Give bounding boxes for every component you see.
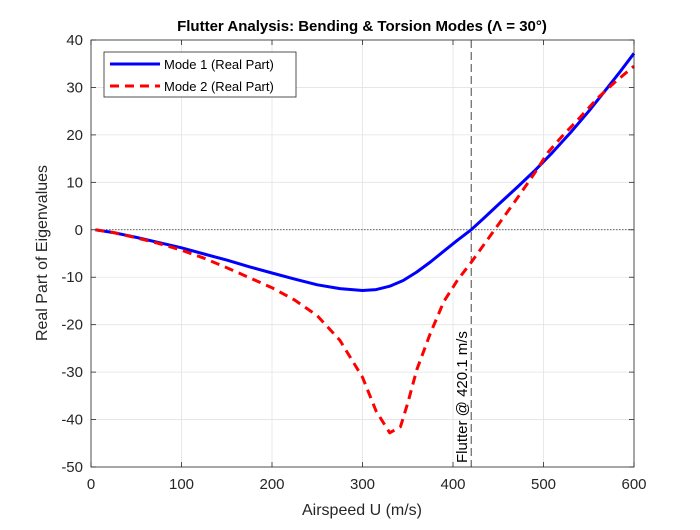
legend-label-mode-2: Mode 2 (Real Part) <box>164 79 274 94</box>
x-tick-label: 500 <box>531 476 556 493</box>
flutter-annotation: Flutter @ 420.1 m/s <box>454 331 471 463</box>
y-tick-label: -40 <box>61 412 83 429</box>
x-tick-label: 100 <box>169 476 194 493</box>
x-tick-label: 300 <box>350 476 375 493</box>
legend: Mode 1 (Real Part) Mode 2 (Real Part) <box>103 51 297 98</box>
y-tick-label: 40 <box>66 32 83 49</box>
legend-box <box>103 51 297 98</box>
y-axis-label: Real Part of Eigenvalues <box>34 165 51 341</box>
x-tick-label: 200 <box>259 476 284 493</box>
x-tick-label: 400 <box>440 476 465 493</box>
tick-layer: 0 100 200 300 400 500 600 -50 -40 -30 -20 -10 0 10 20 3… <box>61 32 646 493</box>
y-tick-label: 30 <box>66 79 83 96</box>
legend-label-mode-1: Mode 1 (Real Part) <box>164 57 274 72</box>
y-tick-label: -30 <box>61 364 83 381</box>
reference-lines-layer <box>91 40 634 467</box>
x-axis-label: Airspeed U (m/s) <box>302 502 422 519</box>
x-tick-label: 0 <box>87 476 95 493</box>
x-tick-label: 600 <box>621 476 646 493</box>
y-tick-label: -10 <box>61 269 83 286</box>
y-tick-label: -50 <box>61 459 83 476</box>
annotation-layer: Flutter @ 420.1 m/s <box>454 331 471 463</box>
y-tick-label: 10 <box>66 174 83 191</box>
series-line-mode-1 <box>95 52 636 292</box>
y-tick-label: 20 <box>66 127 83 144</box>
y-tick-label: -20 <box>61 317 83 334</box>
series-layer <box>95 52 636 435</box>
chart-title: Flutter Analysis: Bending & Torsion Mode… <box>177 18 547 35</box>
y-tick-label: 0 <box>75 222 83 239</box>
